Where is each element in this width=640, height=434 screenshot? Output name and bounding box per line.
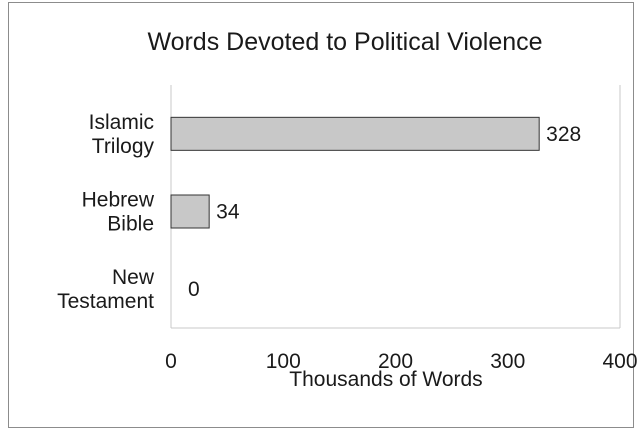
category-label: New [112, 266, 155, 289]
bar [170, 116, 540, 151]
data-label: 328 [546, 123, 581, 146]
tick-label: 0 [165, 350, 177, 373]
tick-label: 200 [378, 350, 413, 373]
chart-title: Words Devoted to Political Violence [147, 28, 542, 56]
x-axis-title: Thousands of Words [289, 368, 482, 391]
category-label: Hebrew [82, 189, 155, 212]
tick-label: 400 [602, 350, 637, 373]
category-label: Testament [57, 290, 154, 313]
category-label: Islamic [89, 111, 154, 134]
tick-label: 100 [266, 350, 301, 373]
category-label: Bible [107, 213, 154, 236]
category-label: Trilogy [92, 135, 155, 158]
tick-label: 300 [490, 350, 525, 373]
data-label: 0 [188, 278, 200, 301]
x-tick-labels: 0 100 200 300 400 [165, 350, 637, 373]
bar [170, 194, 210, 229]
chart-frame [8, 2, 634, 428]
data-label: 34 [216, 201, 240, 224]
bars-group: 328 34 0 [170, 116, 581, 301]
